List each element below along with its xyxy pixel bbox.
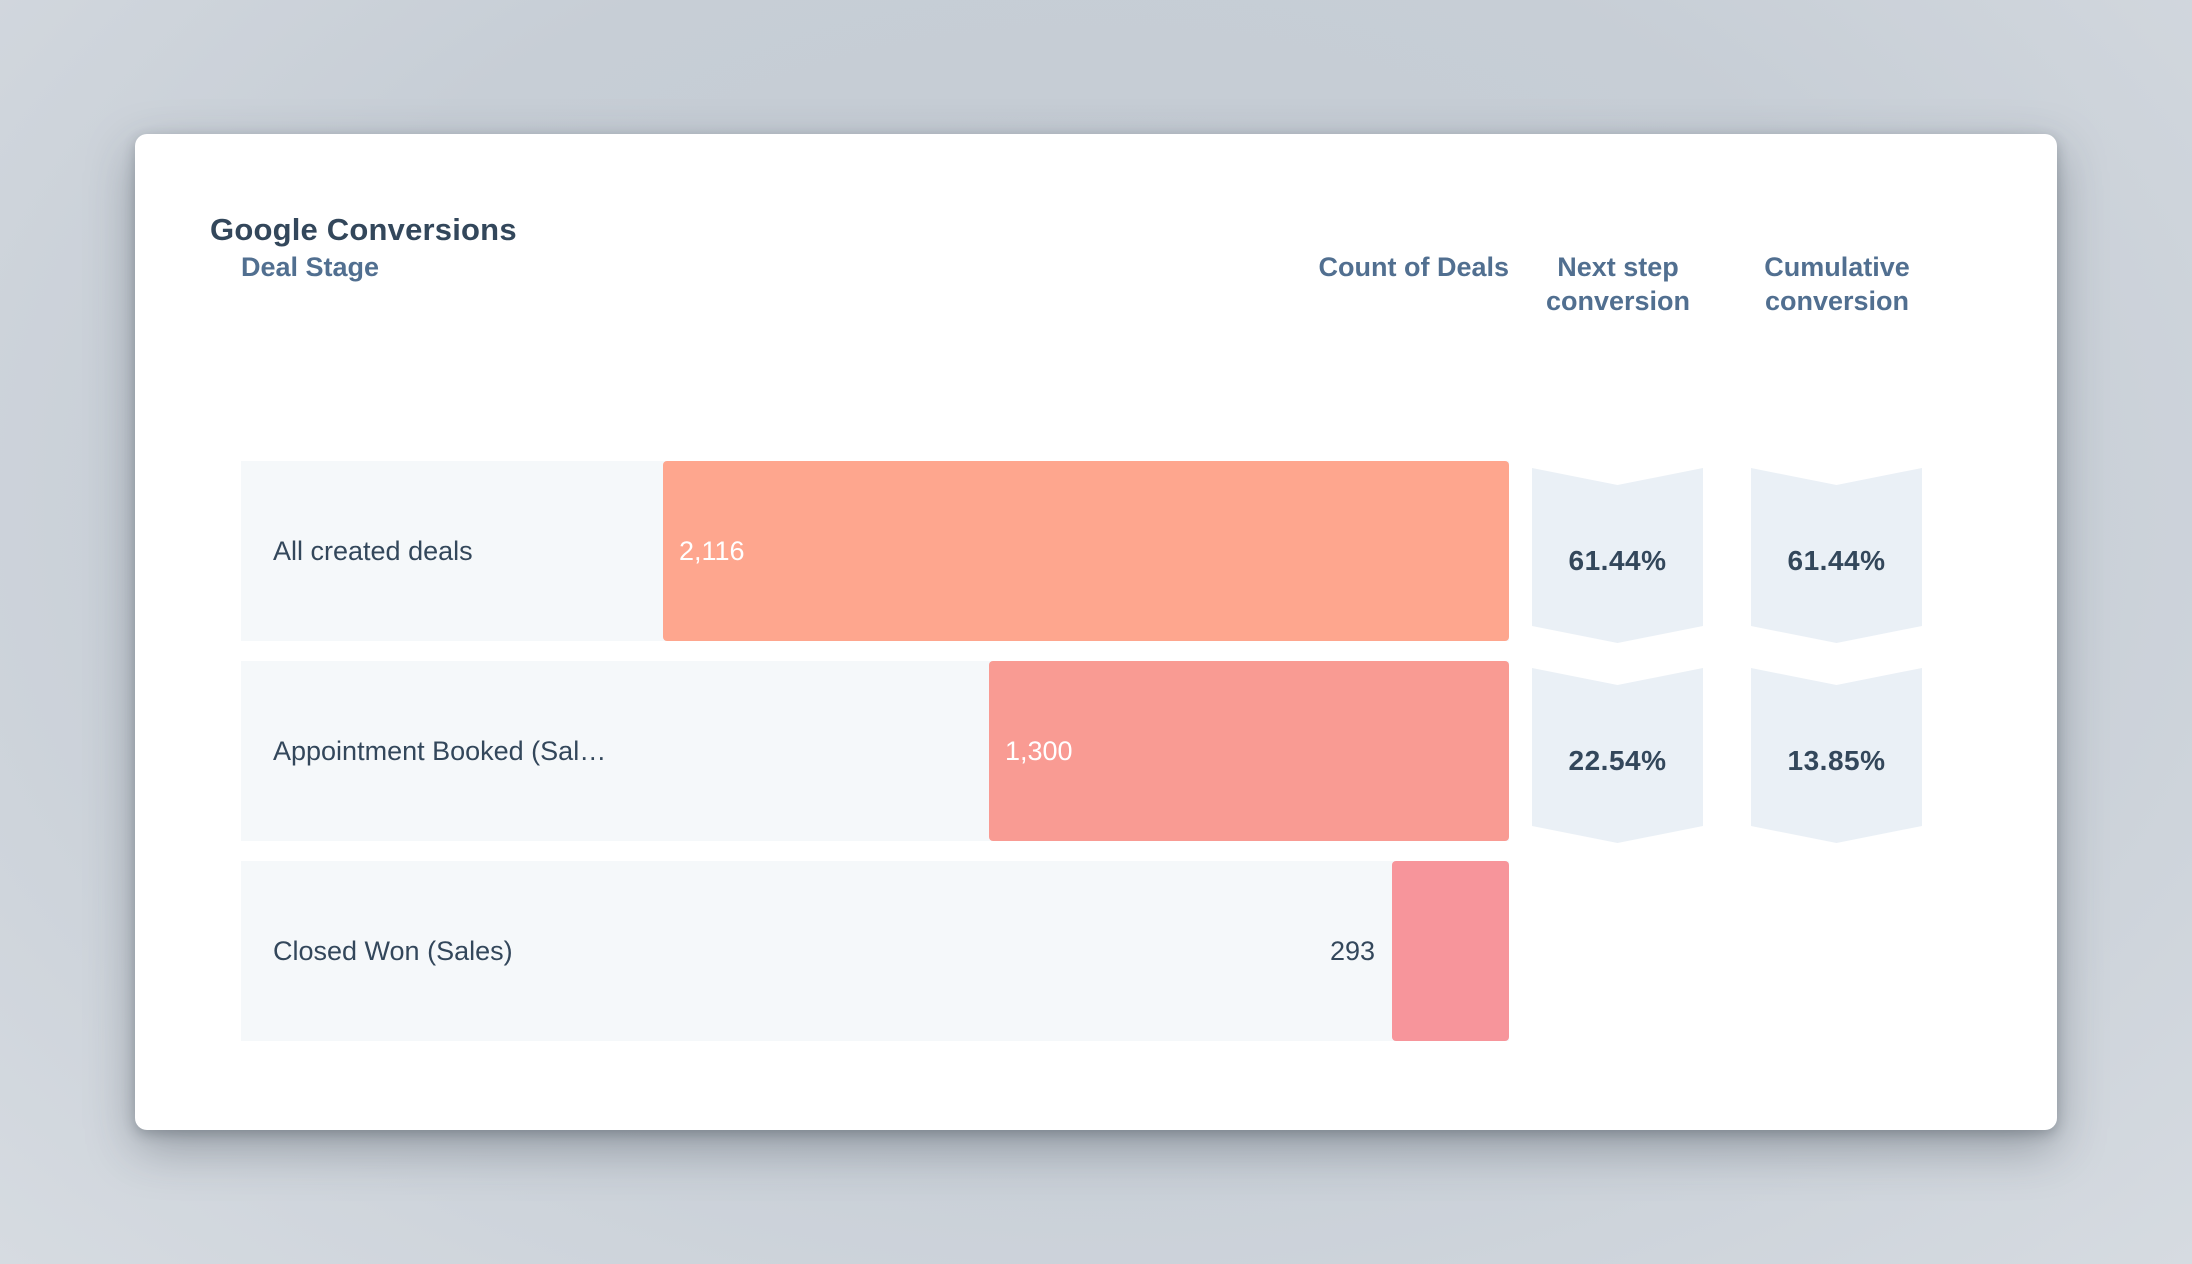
funnel-bar[interactable] [1392,861,1509,1041]
stage-label: All created deals [273,536,473,566]
next-step-conversion-chevron: 22.54% [1532,668,1703,843]
column-header-cumulative: Cumulative conversion [1764,252,1910,316]
chevron-down-shape [1532,668,1703,843]
stage-label: Appointment Booked (Sal… [273,736,607,766]
funnel-row[interactable]: All created deals 2,116 [241,461,1509,641]
column-header-next-step: Next step conversion [1545,252,1691,316]
report-title: Google Conversions [210,212,517,247]
stage-label: Closed Won (Sales) [273,936,513,966]
bar-value-label: 293 [1329,936,1375,966]
funnel-row[interactable]: Closed Won (Sales) 293 [241,861,1509,1041]
column-header-deal-stage: Deal Stage [241,252,380,282]
funnel-bar[interactable] [663,461,1509,641]
cumulative-conversion-chevron: 61.44% [1751,468,1922,643]
funnel-bar[interactable] [989,661,1509,841]
funnel-report-card: Google Conversions Deal Stage Count of D… [135,134,2057,1130]
next-step-conversion-chevron: 61.44% [1532,468,1703,643]
cumulative-conversion-chevron: 13.85% [1751,668,1922,843]
column-header-count: Count of Deals [1318,252,1509,282]
chevron-down-shape [1751,468,1922,643]
bar-value-label: 1,300 [1005,736,1073,766]
next-step-conversion-value: 61.44% [1568,545,1667,576]
chevron-down-shape [1532,468,1703,643]
bar-value-label: 2,116 [679,536,745,566]
next-step-conversion-value: 22.54% [1568,745,1667,776]
funnel-row[interactable]: Appointment Booked (Sal… 1,300 [241,661,1509,841]
cumulative-conversion-value: 13.85% [1787,745,1886,776]
cumulative-conversion-value: 61.44% [1787,545,1886,576]
chevron-down-shape [1751,668,1922,843]
